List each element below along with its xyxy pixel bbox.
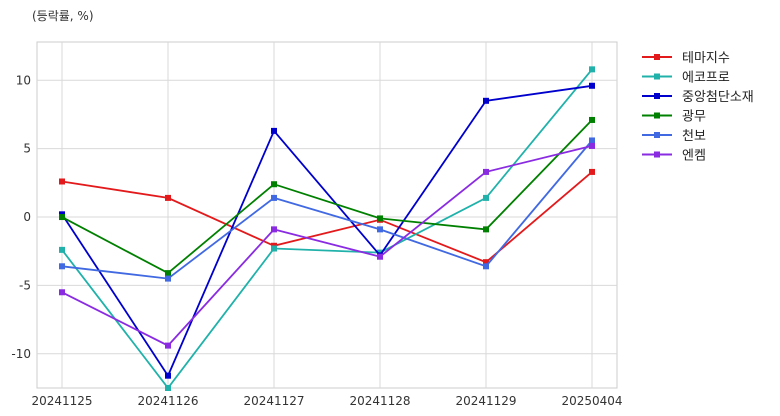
data-point <box>589 66 595 73</box>
series-group <box>59 66 595 391</box>
x-tick-label: 20241129 <box>455 394 516 408</box>
data-point <box>483 97 489 104</box>
data-point <box>165 385 171 391</box>
data-point <box>483 168 489 175</box>
x-tick-label: 20250404 <box>561 394 622 408</box>
data-point <box>59 263 65 270</box>
x-tick-label: 20241128 <box>349 394 410 408</box>
data-point <box>483 194 489 201</box>
legend-item: 천보 <box>642 129 706 144</box>
legend-label: 광무 <box>682 110 706 125</box>
data-point <box>271 181 277 188</box>
data-point <box>271 226 277 233</box>
y-tick-label: -10 <box>11 347 31 361</box>
y-axis-ticks: -10 -5 0 5 10 <box>11 73 31 361</box>
data-point <box>165 270 171 277</box>
data-point <box>483 263 489 270</box>
data-point <box>377 253 383 260</box>
legend-label: 테마지수 <box>682 51 730 66</box>
x-tick-label: 20241126 <box>137 394 198 408</box>
data-point <box>271 194 277 201</box>
data-point <box>165 194 171 201</box>
data-point <box>589 137 595 144</box>
legend-item: 중앙첨단소재 <box>642 90 754 105</box>
x-tick-label: 20241127 <box>243 394 304 408</box>
legend-swatch-marker <box>654 73 660 80</box>
unit-label: (등락률, %) <box>32 9 94 23</box>
y-tick-label: 10 <box>16 73 31 87</box>
series-line <box>61 145 593 347</box>
data-point <box>377 226 383 233</box>
series-6 <box>59 142 595 349</box>
legend-label: 엔켐 <box>682 149 706 164</box>
data-point <box>59 178 65 185</box>
plot-area <box>36 41 618 389</box>
y-tick-label: -5 <box>19 278 31 292</box>
data-point <box>589 82 595 89</box>
legend-label: 천보 <box>682 129 706 144</box>
data-point <box>589 142 595 149</box>
legend-swatch-marker <box>654 151 660 158</box>
data-point <box>59 289 65 296</box>
series-line <box>61 68 593 390</box>
data-point <box>483 259 489 266</box>
legend-label: 에코프로 <box>682 71 730 86</box>
legend-item: 에코프로 <box>642 71 730 86</box>
x-axis-ticks: 20241125 20241126 20241127 20241128 20241129… <box>31 394 622 408</box>
data-point <box>271 127 277 134</box>
data-point <box>165 372 171 379</box>
series-line <box>61 84 593 378</box>
data-point <box>377 215 383 222</box>
data-point <box>271 245 277 252</box>
data-point <box>59 246 65 253</box>
series-4 <box>59 116 595 277</box>
data-point <box>589 168 595 175</box>
x-tick-label: 20241125 <box>31 394 92 408</box>
series-line <box>61 171 593 264</box>
data-point <box>165 342 171 349</box>
data-point <box>589 116 595 123</box>
legend-swatch-marker <box>654 112 660 119</box>
data-point <box>59 214 65 221</box>
legend-label: 중앙첨단소재 <box>682 90 754 105</box>
legend-item: 엔켐 <box>642 149 706 164</box>
legend-swatch-marker <box>654 93 660 99</box>
legend-swatch-marker <box>654 54 660 60</box>
y-tick-label: 5 <box>23 142 31 156</box>
legend-item: 광무 <box>642 110 706 125</box>
data-point <box>483 226 489 233</box>
y-tick-label: 0 <box>23 210 31 224</box>
legend-swatch-marker <box>654 132 660 138</box>
legend-item: 테마지수 <box>642 51 730 66</box>
series-line <box>61 139 593 280</box>
series-5 <box>59 137 595 282</box>
series-line <box>61 119 593 275</box>
data-point <box>165 275 171 282</box>
